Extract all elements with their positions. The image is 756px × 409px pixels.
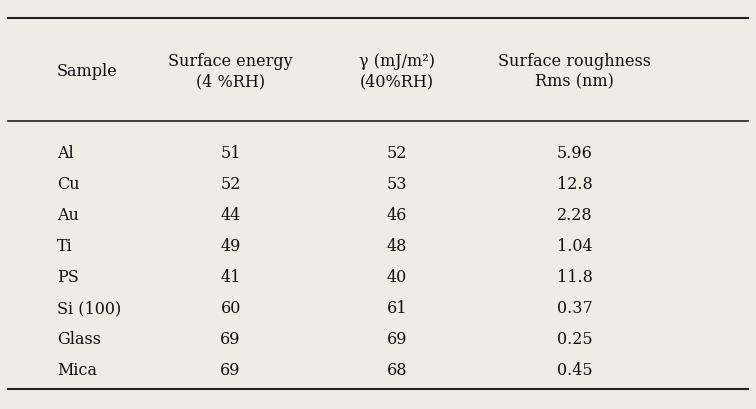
Text: Sample: Sample (57, 63, 117, 80)
Text: 0.25: 0.25 (556, 331, 593, 348)
Text: PS: PS (57, 269, 79, 286)
Text: Au: Au (57, 207, 79, 224)
Text: 68: 68 (386, 362, 407, 380)
Text: 69: 69 (220, 331, 241, 348)
Text: 61: 61 (386, 300, 407, 317)
Text: 5.96: 5.96 (556, 145, 593, 162)
Text: γ (mJ/m²)
(40%RH): γ (mJ/m²) (40%RH) (359, 53, 435, 90)
Text: 40: 40 (387, 269, 407, 286)
Text: 53: 53 (386, 176, 407, 193)
Text: Surface energy
(4 %RH): Surface energy (4 %RH) (169, 53, 293, 90)
Text: 49: 49 (221, 238, 240, 255)
Text: 41: 41 (221, 269, 240, 286)
Text: 12.8: 12.8 (556, 176, 593, 193)
Text: 69: 69 (220, 362, 241, 380)
Text: 60: 60 (221, 300, 240, 317)
Text: Glass: Glass (57, 331, 101, 348)
Text: Si (100): Si (100) (57, 300, 121, 317)
Text: Al: Al (57, 145, 73, 162)
Text: 2.28: 2.28 (556, 207, 593, 224)
Text: 0.45: 0.45 (556, 362, 593, 380)
Text: Mica: Mica (57, 362, 97, 380)
Text: 11.8: 11.8 (556, 269, 593, 286)
Text: 52: 52 (387, 145, 407, 162)
Text: 48: 48 (387, 238, 407, 255)
Text: 52: 52 (221, 176, 240, 193)
Text: 0.37: 0.37 (556, 300, 593, 317)
Text: Cu: Cu (57, 176, 79, 193)
Text: 51: 51 (220, 145, 241, 162)
Text: 1.04: 1.04 (556, 238, 593, 255)
Text: 44: 44 (221, 207, 240, 224)
Text: Ti: Ti (57, 238, 73, 255)
Text: 69: 69 (386, 331, 407, 348)
Text: Surface roughness
Rms (nm): Surface roughness Rms (nm) (498, 53, 651, 90)
Text: 46: 46 (387, 207, 407, 224)
